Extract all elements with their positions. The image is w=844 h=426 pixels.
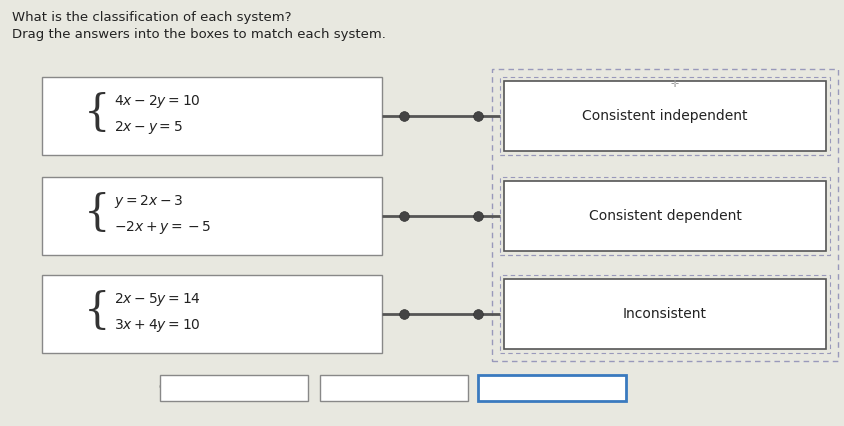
FancyBboxPatch shape [160, 375, 307, 401]
Text: $-2x + y = -5$: $-2x + y = -5$ [114, 219, 211, 236]
Text: {: { [84, 92, 110, 134]
FancyBboxPatch shape [478, 375, 625, 401]
Text: {: { [84, 290, 110, 332]
Text: ✛: ✛ [670, 79, 679, 89]
Text: $3x + 4y = 10$: $3x + 4y = 10$ [114, 317, 201, 334]
Text: Consistent independent: Consistent independent [160, 382, 308, 394]
Text: $2x - 5y = 14$: $2x - 5y = 14$ [114, 291, 201, 308]
Text: Consistent dependent: Consistent dependent [325, 382, 463, 394]
Text: {: { [84, 192, 110, 234]
Text: $2x - y = 5$: $2x - y = 5$ [114, 120, 182, 136]
FancyBboxPatch shape [320, 375, 468, 401]
Text: $y = 2x - 3$: $y = 2x - 3$ [114, 193, 183, 210]
FancyBboxPatch shape [42, 275, 381, 353]
FancyBboxPatch shape [42, 77, 381, 155]
FancyBboxPatch shape [42, 177, 381, 255]
Text: Inconsistent: Inconsistent [513, 382, 589, 394]
Text: Consistent dependent: Consistent dependent [588, 209, 740, 223]
Text: $4x - 2y = 10$: $4x - 2y = 10$ [114, 93, 201, 110]
Text: Drag the answers into the boxes to match each system.: Drag the answers into the boxes to match… [12, 28, 386, 41]
FancyBboxPatch shape [503, 181, 825, 251]
FancyBboxPatch shape [503, 81, 825, 151]
Text: Inconsistent: Inconsistent [622, 307, 706, 321]
Text: Consistent independent: Consistent independent [582, 109, 747, 123]
Text: What is the classification of each system?: What is the classification of each syste… [12, 11, 291, 24]
FancyBboxPatch shape [503, 279, 825, 349]
